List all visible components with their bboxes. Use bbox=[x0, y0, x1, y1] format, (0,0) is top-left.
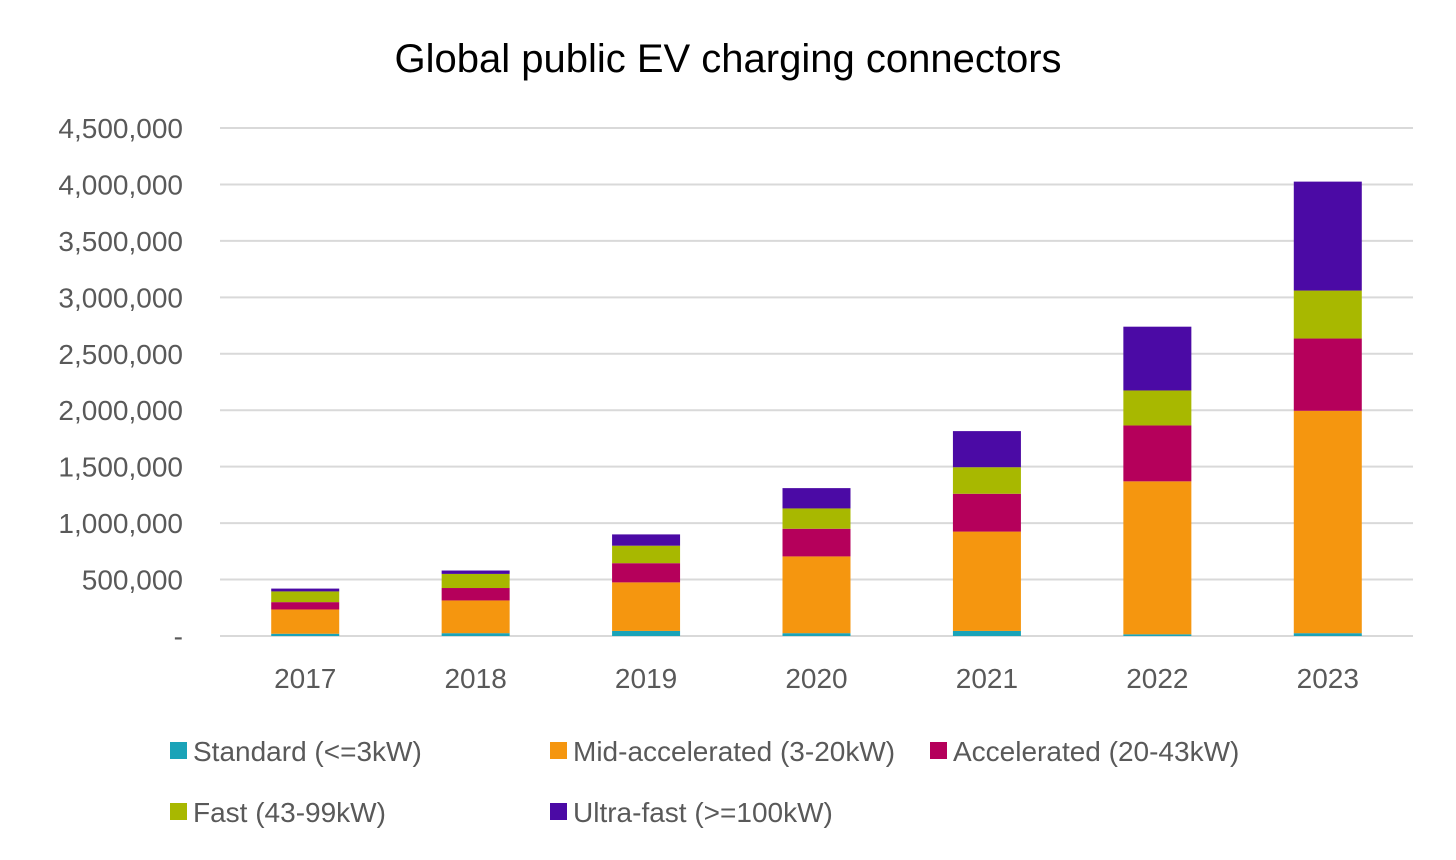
bar-segment bbox=[1123, 634, 1192, 636]
bar-segment bbox=[271, 588, 340, 592]
bars bbox=[271, 181, 1362, 636]
x-tick-label: 2023 bbox=[1297, 663, 1359, 694]
y-tick-label: 3,000,000 bbox=[58, 282, 183, 313]
y-tick-label: 4,000,000 bbox=[58, 169, 183, 200]
legend-label: Accelerated (20-43kW) bbox=[953, 736, 1239, 767]
legend-label: Fast (43-99kW) bbox=[193, 797, 386, 828]
y-tick-label: 4,500,000 bbox=[58, 113, 183, 144]
x-tick-label: 2021 bbox=[956, 663, 1018, 694]
bar-segment bbox=[441, 573, 510, 589]
bar-segment bbox=[271, 602, 340, 610]
legend-item: Ultra-fast (>=100kW) bbox=[550, 797, 833, 828]
bar-segment bbox=[441, 633, 510, 636]
bar-segment bbox=[1123, 481, 1192, 635]
bar-segment bbox=[1123, 390, 1192, 426]
gridlines bbox=[220, 127, 1413, 637]
bar-segment bbox=[952, 431, 1021, 468]
y-tick-label: - bbox=[174, 621, 183, 652]
bar-segment bbox=[782, 508, 851, 529]
bar-segment bbox=[1293, 290, 1362, 339]
legend-swatch bbox=[930, 742, 947, 759]
legend-item: Accelerated (20-43kW) bbox=[930, 736, 1239, 767]
chart-title: Global public EV charging connectors bbox=[394, 37, 1061, 81]
bar-segment bbox=[952, 467, 1021, 494]
x-tick-label: 2018 bbox=[444, 663, 506, 694]
y-tick-label: 1,500,000 bbox=[58, 452, 183, 483]
bar-segment bbox=[782, 556, 851, 634]
y-tick-label: 2,500,000 bbox=[58, 339, 183, 370]
bar-segment bbox=[441, 600, 510, 634]
legend-swatch bbox=[550, 742, 567, 759]
bar-segment bbox=[1293, 338, 1362, 411]
x-tick-label: 2020 bbox=[785, 663, 847, 694]
bar-segment bbox=[612, 563, 681, 583]
legend: Standard (<=3kW) Mid-accelerated (3-20kW)… bbox=[170, 736, 1239, 828]
bar-segment bbox=[1293, 181, 1362, 291]
bar-segment bbox=[271, 591, 340, 603]
y-tick-label: 3,500,000 bbox=[58, 226, 183, 257]
legend-label: Ultra-fast (>=100kW) bbox=[573, 797, 833, 828]
bar-segment bbox=[782, 633, 851, 636]
bar-segment bbox=[441, 588, 510, 601]
y-axis: - 500,000 1,000,000 1,500,000 2,000,000 2,500… bbox=[58, 113, 183, 652]
x-tick-label: 2022 bbox=[1126, 663, 1188, 694]
bar-segment bbox=[1293, 633, 1362, 636]
y-tick-label: 2,000,000 bbox=[58, 395, 183, 426]
legend-item: Mid-accelerated (3-20kW) bbox=[550, 736, 895, 767]
bar-segment bbox=[271, 609, 340, 634]
bar-segment bbox=[782, 528, 851, 557]
legend-item: Fast (43-99kW) bbox=[170, 797, 386, 828]
bar-segment bbox=[782, 488, 851, 509]
bar-segment bbox=[271, 633, 340, 636]
y-tick-label: 1,000,000 bbox=[58, 508, 183, 539]
legend-swatch bbox=[550, 803, 567, 820]
legend-label: Mid-accelerated (3-20kW) bbox=[573, 736, 895, 767]
bar-segment bbox=[952, 630, 1021, 636]
legend-item: Standard (<=3kW) bbox=[170, 736, 422, 767]
bar-segment bbox=[612, 534, 681, 546]
legend-swatch bbox=[170, 742, 187, 759]
legend-swatch bbox=[170, 803, 187, 820]
legend-label: Standard (<=3kW) bbox=[193, 736, 422, 767]
bar-segment bbox=[952, 531, 1021, 631]
y-tick-label: 500,000 bbox=[82, 565, 183, 596]
bar-segment bbox=[612, 630, 681, 636]
bar-segment bbox=[1123, 425, 1192, 482]
bar-segment bbox=[1123, 326, 1192, 391]
bar-segment bbox=[1293, 410, 1362, 634]
bar-segment bbox=[441, 570, 510, 574]
bar-segment bbox=[952, 493, 1021, 532]
x-axis: 2017 2018 2019 2020 2021 2022 2023 bbox=[274, 663, 1359, 694]
x-tick-label: 2017 bbox=[274, 663, 336, 694]
bar-segment bbox=[612, 582, 681, 631]
bar-segment bbox=[612, 545, 681, 564]
x-tick-label: 2019 bbox=[615, 663, 677, 694]
